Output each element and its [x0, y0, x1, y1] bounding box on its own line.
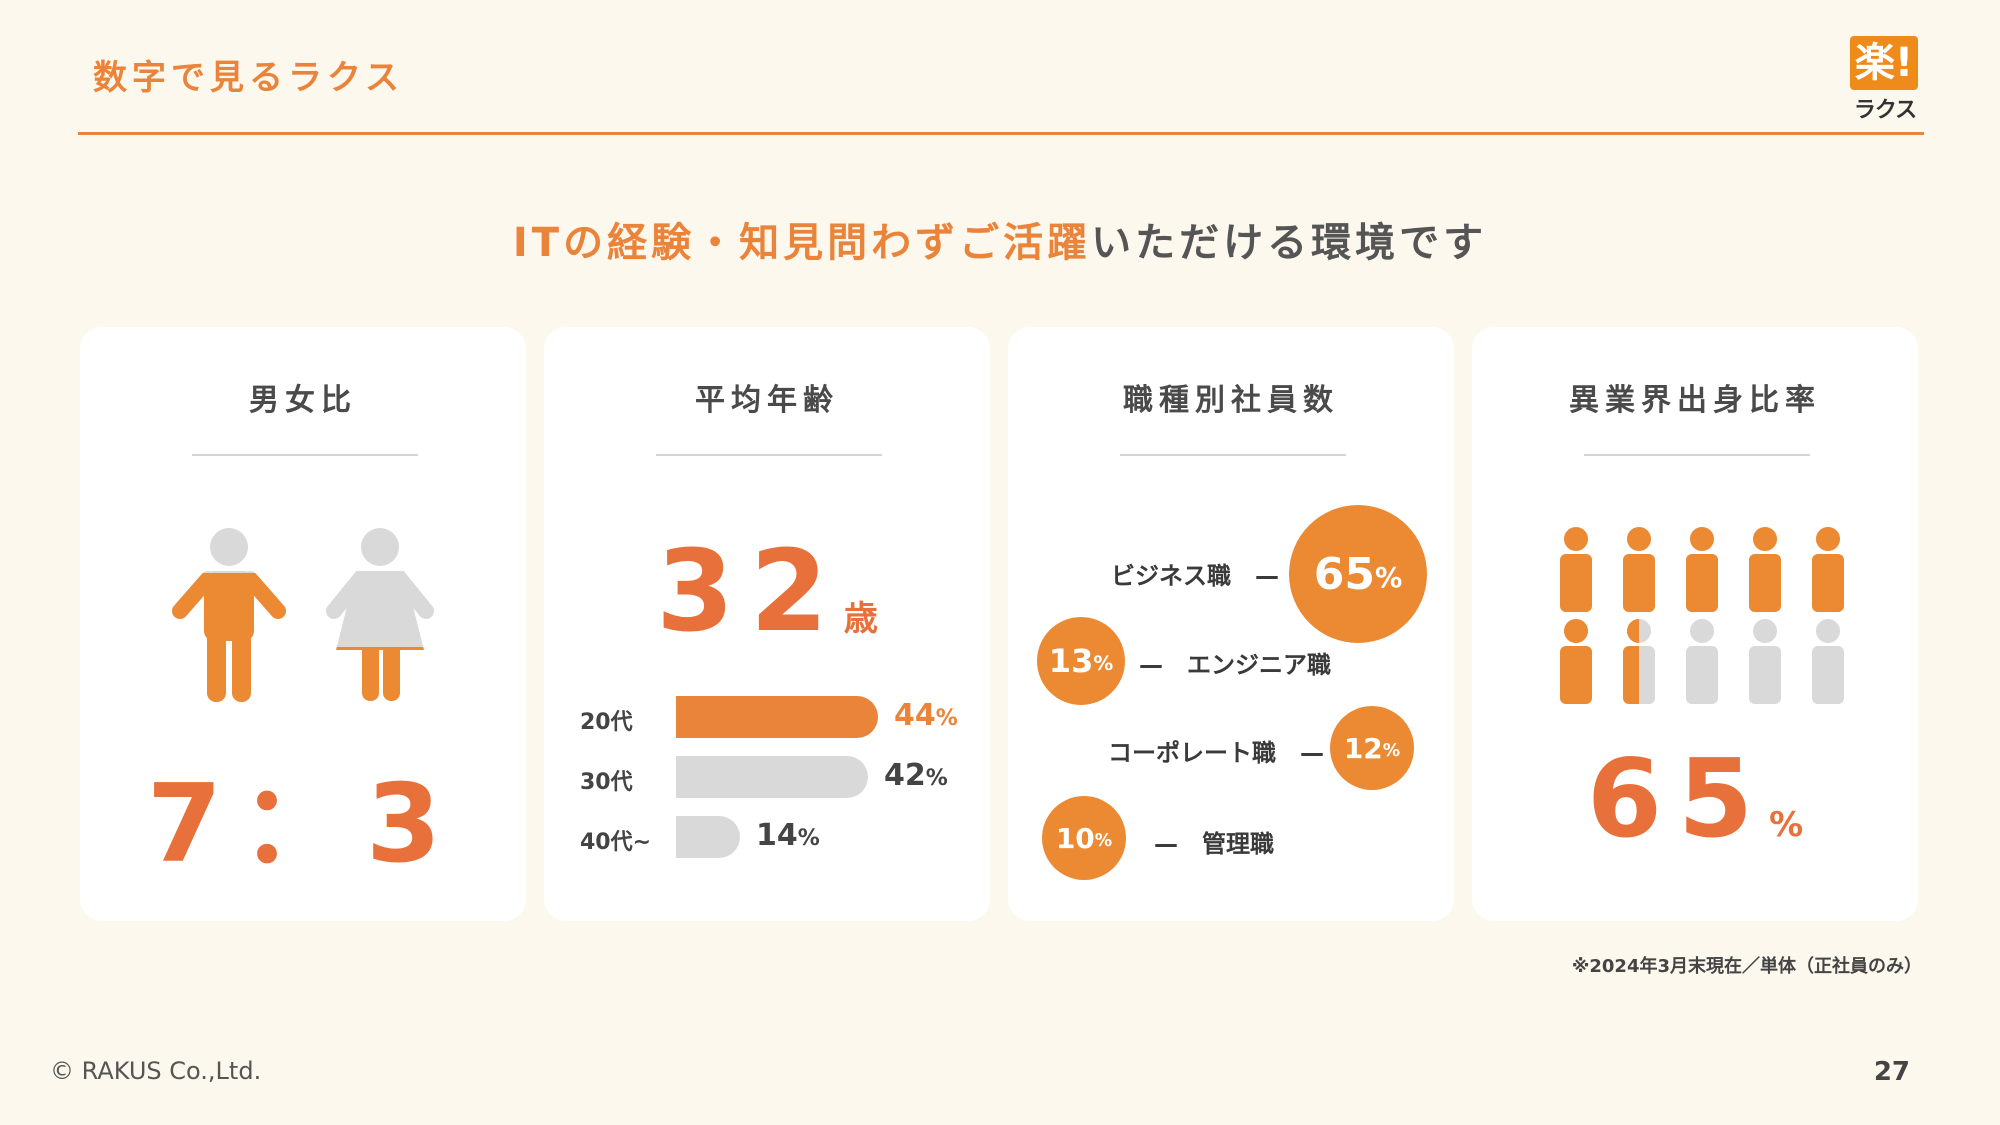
bubble-business: 65% — [1289, 505, 1427, 643]
footnote: ※2024年3月末現在／単体（正社員のみ） — [1571, 956, 1922, 977]
job-label-engineer: — エンジニア職 — [1139, 651, 1331, 679]
person-icon — [1560, 619, 1592, 704]
gender-ratio-card: 男女比 — [80, 327, 526, 921]
page-number: 27 — [1873, 1057, 1910, 1087]
person-icon — [1686, 527, 1718, 612]
age-row-value: 14% — [756, 818, 820, 853]
gender-ratio-value: 7：3 — [146, 762, 460, 887]
header-divider — [78, 132, 1924, 135]
age-row: 30代 42% — [580, 756, 980, 800]
average-age-unit: 歳 — [843, 599, 878, 639]
age-row-label: 40代~ — [580, 830, 652, 855]
headline-highlight: ITの経験・知見問わずご活躍 — [512, 220, 1092, 266]
industry-percentage-value: 65 — [1586, 737, 1770, 862]
people-icon-grid — [1560, 527, 1844, 704]
person-icon — [1812, 619, 1844, 704]
job-label-corporate: コーポレート職 — — [1108, 739, 1324, 767]
age-row-value: 44% — [894, 698, 958, 733]
industry-percentage-unit: % — [1769, 805, 1804, 845]
age-row-label: 30代 — [580, 770, 633, 795]
male-icon — [172, 528, 286, 702]
person-icon — [1623, 619, 1655, 704]
age-bar — [676, 816, 740, 858]
bubble-corporate: 12% — [1330, 706, 1414, 790]
card-title-jobs: 職種別社員数 — [1123, 383, 1339, 418]
average-age: 32歳 — [544, 527, 990, 657]
card-title-gender: 男女比 — [249, 383, 357, 418]
headline: ITの経験・知見問わずご活躍いただける環境です — [0, 210, 2000, 268]
average-age-card: 平均年齢 32歳 20代 44% 30代 42% 40代~ 14% — [544, 327, 990, 921]
card-divider — [1584, 454, 1810, 456]
person-icon — [1749, 619, 1781, 704]
logo-text: ラクス — [1853, 98, 1917, 123]
headline-rest: いただける環境です — [1091, 220, 1488, 266]
card-title-industry: 異業界出身比率 — [1569, 383, 1821, 418]
job-label-business: ビジネス職 — — [1111, 562, 1279, 590]
age-row-label: 20代 — [580, 710, 633, 735]
person-icon — [1560, 527, 1592, 612]
page-title: 数字で見るラクス — [93, 58, 404, 98]
person-icon — [1623, 527, 1655, 612]
person-icon — [1686, 619, 1718, 704]
copyright: © RAKUS Co.,Ltd. — [50, 1057, 262, 1085]
job-label-management: — 管理職 — [1154, 830, 1274, 858]
card-divider — [192, 454, 418, 456]
person-icon — [1812, 527, 1844, 612]
job-type-card: 職種別社員数 ビジネス職 — 65% 13% — エンジニア職 コーポレート職 … — [1008, 327, 1454, 921]
other-industry-card: 異業界出身比率 65% — [1472, 327, 1918, 921]
age-bar — [676, 696, 878, 738]
person-icon — [1749, 527, 1781, 612]
age-row: 40代~ 14% — [580, 816, 980, 860]
card-divider — [1120, 454, 1346, 456]
gender-figures — [172, 528, 434, 702]
age-row: 20代 44% — [580, 696, 980, 740]
bubble-engineer: 13% — [1037, 617, 1125, 705]
card-title-age: 平均年齢 — [695, 383, 839, 418]
age-row-value: 42% — [884, 758, 948, 793]
bubble-management: 10% — [1042, 796, 1126, 880]
rakus-logo: 楽! ラクス — [1848, 36, 1922, 123]
age-bar — [676, 756, 868, 798]
average-age-value: 32 — [656, 527, 844, 657]
female-icon — [326, 528, 434, 701]
logo-mark: 楽! — [1850, 36, 1918, 90]
industry-percentage: 65% — [1472, 737, 1918, 862]
card-divider — [656, 454, 882, 456]
